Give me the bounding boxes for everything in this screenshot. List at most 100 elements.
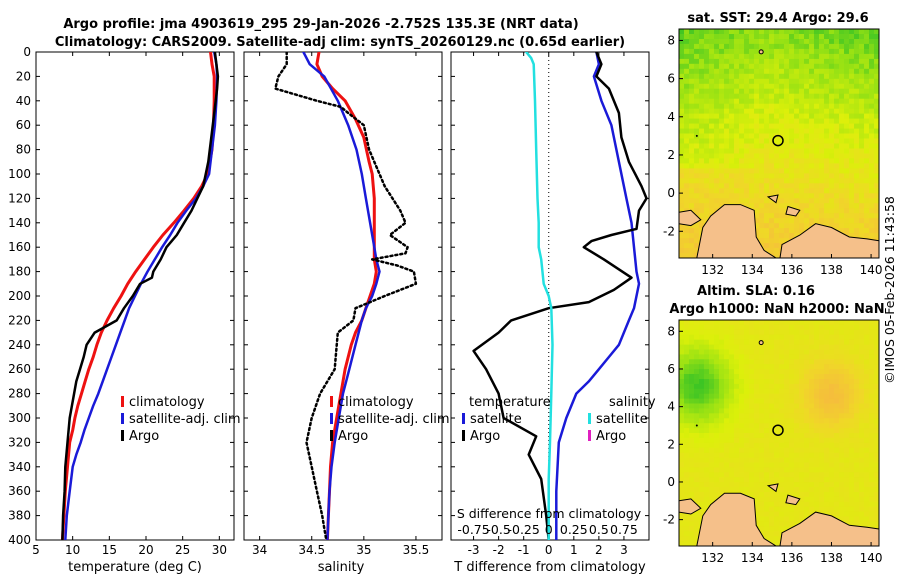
- map-cell: [814, 43, 820, 50]
- map-cell: [784, 63, 790, 70]
- map-cell: [709, 158, 715, 164]
- map-cell: [819, 183, 825, 189]
- map-cell: [829, 506, 835, 513]
- map-cell: [864, 143, 870, 150]
- map-cell: [694, 369, 700, 375]
- map-cell: [744, 462, 750, 468]
- map-cell: [874, 403, 879, 409]
- map-cell: [774, 108, 780, 115]
- map-cell: [839, 168, 845, 174]
- map-cell: [774, 334, 780, 341]
- map-cell: [824, 208, 830, 214]
- map-cell: [839, 320, 845, 326]
- map-cell: [719, 34, 725, 40]
- s-tick-label: 0.75: [610, 522, 638, 537]
- map-cell: [729, 334, 735, 341]
- map-cell: [764, 383, 770, 390]
- map-cell: [874, 511, 879, 518]
- map-cell: [819, 143, 825, 150]
- map-cell: [799, 168, 805, 174]
- map-cell: [759, 433, 765, 439]
- map-cell: [774, 143, 780, 150]
- map-cell: [684, 143, 690, 150]
- map-cell: [749, 148, 755, 155]
- map-cell: [754, 48, 760, 55]
- map-cell: [679, 253, 685, 258]
- map-cell: [804, 183, 810, 189]
- map-cell: [789, 413, 795, 419]
- map-cell: [794, 103, 800, 110]
- map-cell: [864, 506, 870, 513]
- map-cell: [684, 359, 690, 365]
- map-cell: [689, 359, 695, 365]
- map-y-tick-label: 6: [667, 72, 675, 86]
- map-cell: [744, 148, 750, 155]
- map-cell: [774, 168, 780, 174]
- map-cell: [739, 383, 745, 390]
- map-cell: [689, 442, 695, 449]
- map-cell: [854, 43, 860, 50]
- map-cell: [844, 203, 850, 209]
- map-cell: [859, 218, 865, 224]
- map-cell: [834, 93, 840, 100]
- map-cell: [769, 398, 775, 405]
- map-cell: [704, 138, 710, 145]
- map-cell: [814, 398, 820, 405]
- map-cell: [684, 98, 690, 105]
- map-cell: [829, 58, 835, 65]
- map-cell: [719, 364, 725, 370]
- map-cell: [754, 118, 760, 125]
- map-cell: [764, 188, 770, 194]
- map-cell: [744, 437, 750, 444]
- map-cell: [834, 442, 840, 449]
- map-cell: [734, 158, 740, 164]
- map-cell: [774, 148, 780, 155]
- map-cell: [759, 88, 765, 95]
- map-cell: [849, 393, 855, 400]
- map-cell: [684, 233, 690, 239]
- map-cell: [849, 496, 855, 503]
- map-cell: [849, 423, 855, 429]
- map-cell: [834, 103, 840, 110]
- map-cell: [779, 511, 785, 518]
- map-cell: [769, 496, 775, 503]
- map-cell: [874, 467, 879, 473]
- map-cell: [759, 442, 765, 449]
- palau-island: [758, 340, 764, 346]
- map-cell: [799, 133, 805, 140]
- map-cell: [759, 173, 765, 179]
- map-cell: [774, 501, 780, 508]
- map-cell: [844, 359, 850, 365]
- map-cell: [829, 34, 835, 40]
- map-cell: [784, 359, 790, 365]
- map-cell: [714, 73, 720, 80]
- map-cell: [799, 218, 805, 224]
- map-cell: [724, 178, 730, 184]
- map-cell: [804, 63, 810, 70]
- map-cell: [689, 173, 695, 179]
- map-cell: [759, 198, 765, 204]
- map-cell: [864, 213, 870, 219]
- map-cell: [799, 93, 805, 100]
- map-cell: [859, 349, 865, 355]
- map-cell: [719, 442, 725, 449]
- map-cell: [709, 118, 715, 125]
- map-cell: [869, 516, 875, 522]
- map-cell: [739, 388, 745, 395]
- map-cell: [849, 452, 855, 459]
- map-cell: [749, 398, 755, 405]
- map-cell: [699, 53, 705, 60]
- map-cell: [709, 108, 715, 115]
- x-tick-label: 2: [595, 543, 603, 557]
- map-cell: [719, 462, 725, 468]
- map-cell: [824, 423, 830, 429]
- map-cell: [844, 208, 850, 214]
- map-cell: [724, 354, 730, 360]
- map-cell: [859, 133, 865, 140]
- map-cell: [839, 68, 845, 75]
- map-cell: [709, 88, 715, 95]
- map-cell: [834, 388, 840, 395]
- map-cell: [689, 324, 695, 331]
- map-cell: [739, 457, 745, 464]
- map-cell: [709, 68, 715, 75]
